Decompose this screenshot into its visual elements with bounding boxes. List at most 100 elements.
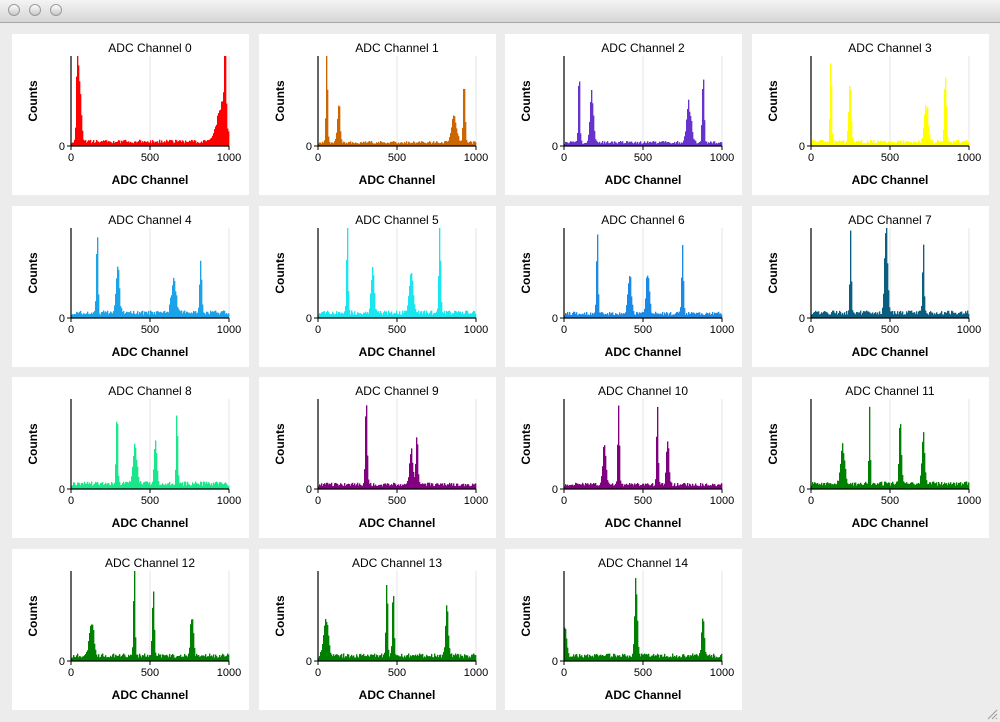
histogram-bar bbox=[104, 312, 106, 318]
x-tick-label: 500 bbox=[634, 152, 652, 164]
histogram-bar bbox=[933, 143, 935, 146]
histogram-bar bbox=[681, 484, 683, 489]
histogram-bar bbox=[684, 482, 686, 489]
histogram-bar bbox=[928, 125, 930, 146]
histogram-bar bbox=[420, 654, 422, 661]
histogram-bar bbox=[635, 578, 637, 661]
histogram-bar bbox=[174, 657, 176, 661]
histogram-bar bbox=[468, 142, 470, 146]
histogram-bar bbox=[370, 482, 372, 489]
histogram-bar bbox=[160, 484, 162, 489]
histogram-bar bbox=[474, 654, 476, 661]
histogram-bar bbox=[173, 142, 175, 146]
histogram-bar bbox=[142, 141, 144, 146]
histogram-bar bbox=[610, 142, 612, 146]
histogram-bar bbox=[169, 481, 171, 489]
histogram-bar bbox=[585, 655, 587, 661]
histogram-bar bbox=[367, 312, 369, 318]
x-tick-label: 1000 bbox=[957, 495, 981, 507]
histogram-bar bbox=[580, 484, 582, 489]
histogram-bar bbox=[950, 482, 952, 489]
histogram-bar bbox=[347, 653, 349, 661]
histogram-bar bbox=[378, 657, 380, 661]
histogram-bar bbox=[419, 482, 421, 489]
histogram-bar bbox=[205, 314, 207, 318]
histogram-bar bbox=[154, 449, 156, 489]
histogram-bar bbox=[103, 656, 105, 661]
y-axis-label: Counts bbox=[766, 252, 780, 294]
histogram-bar bbox=[599, 485, 601, 489]
histogram-bar bbox=[615, 313, 617, 318]
histogram-bar bbox=[919, 141, 921, 146]
histogram-bar bbox=[961, 311, 963, 318]
histogram-bar bbox=[633, 644, 635, 661]
histogram-bar bbox=[704, 314, 706, 318]
histogram-bar bbox=[339, 311, 341, 318]
histogram-bar bbox=[76, 76, 78, 146]
histogram-bar bbox=[216, 312, 218, 318]
histogram-bar bbox=[106, 312, 108, 318]
histogram-bar bbox=[358, 485, 360, 489]
resize-grip-icon[interactable] bbox=[986, 708, 998, 720]
histogram-bar bbox=[359, 483, 361, 489]
histogram-bar bbox=[338, 655, 340, 661]
close-window-button[interactable] bbox=[8, 4, 20, 16]
histogram-bar bbox=[633, 311, 635, 318]
histogram-bar bbox=[386, 143, 388, 146]
x-tick-label: 1000 bbox=[710, 324, 734, 336]
histogram-bar bbox=[140, 481, 142, 489]
histogram-bar bbox=[588, 657, 590, 661]
histogram-bar bbox=[219, 482, 221, 489]
histogram-bar bbox=[837, 480, 839, 489]
histogram-bar bbox=[385, 143, 387, 146]
histogram-bar bbox=[582, 482, 584, 489]
zoom-window-button[interactable] bbox=[50, 4, 62, 16]
histogram-bar bbox=[321, 143, 323, 146]
histogram-bar bbox=[431, 310, 433, 318]
x-tick-label: 0 bbox=[68, 324, 74, 336]
histogram-bar bbox=[321, 483, 323, 489]
histogram-bar bbox=[186, 655, 188, 661]
histogram-bar bbox=[687, 108, 689, 146]
histogram-bar bbox=[947, 485, 949, 489]
histogram-bar bbox=[709, 485, 711, 489]
histogram-bar bbox=[392, 485, 394, 489]
histogram-bar bbox=[123, 140, 125, 146]
histogram-bar bbox=[840, 141, 842, 146]
histogram-bar bbox=[413, 655, 415, 661]
histogram-bar bbox=[565, 629, 567, 661]
histogram-bar bbox=[688, 312, 690, 318]
histogram-bar bbox=[402, 484, 404, 489]
histogram-bar bbox=[220, 482, 222, 489]
histogram-bar bbox=[705, 313, 707, 318]
histogram-bar bbox=[709, 312, 711, 318]
histogram-bar bbox=[883, 141, 885, 146]
histogram-bar bbox=[596, 485, 598, 489]
histogram-bar bbox=[867, 483, 869, 489]
histogram-bar bbox=[71, 485, 73, 489]
x-axis-label: ADC Channel bbox=[605, 345, 682, 359]
histogram-bar bbox=[450, 654, 452, 661]
histogram-bar bbox=[594, 312, 596, 318]
histogram-bar bbox=[842, 443, 844, 489]
histogram-bar bbox=[365, 416, 367, 489]
histogram-bar bbox=[659, 481, 661, 489]
histogram-bar bbox=[175, 139, 177, 146]
histogram-bar bbox=[931, 484, 933, 489]
y-axis-label: Counts bbox=[26, 423, 40, 465]
histogram-bar bbox=[441, 483, 443, 489]
histogram-bar bbox=[459, 312, 461, 318]
histogram-bar bbox=[143, 314, 145, 318]
histogram-bar bbox=[879, 311, 881, 318]
histogram-bar bbox=[651, 312, 653, 318]
histogram-bar bbox=[848, 484, 850, 489]
histogram-bar bbox=[333, 313, 335, 318]
histogram-bar bbox=[175, 657, 177, 661]
histogram-bar bbox=[721, 653, 723, 661]
histogram-bar bbox=[820, 484, 822, 489]
x-axis-label: ADC Channel bbox=[605, 688, 682, 702]
minimize-window-button[interactable] bbox=[29, 4, 41, 16]
histogram-bar bbox=[874, 143, 876, 146]
histogram-bar bbox=[357, 312, 359, 318]
